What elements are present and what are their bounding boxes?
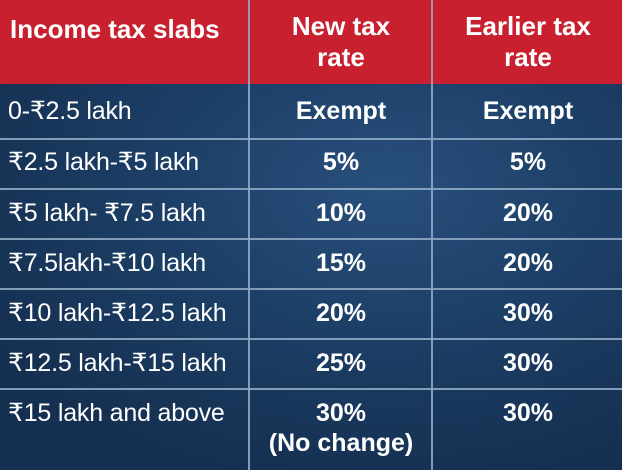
- header-col3-line2: rate: [504, 42, 552, 72]
- header-income-tax-slabs: Income tax slabs: [10, 0, 246, 84]
- no-change-note: (No change): [268, 429, 414, 457]
- slab-cell: 0-₹2.5 lakh: [8, 97, 132, 125]
- earlier-rate-cell: 30%: [502, 299, 554, 327]
- earlier-rate-cell: 20%: [502, 199, 554, 227]
- new-rate-cell: 30% (No change): [251, 398, 431, 458]
- row-divider-3: [0, 238, 622, 240]
- header-col1-label: Income tax slabs: [10, 14, 220, 44]
- new-rate-cell: 5%: [322, 148, 360, 176]
- row-divider-4: [0, 288, 622, 290]
- row-divider-1: [0, 138, 622, 140]
- header-new-tax-rate: New tax rate: [251, 0, 431, 84]
- earlier-rate-cell: 5%: [509, 148, 547, 176]
- row-divider-5: [0, 338, 622, 340]
- header-col3-line1: Earlier tax: [465, 11, 591, 41]
- slab-cell: ₹2.5 lakh-₹5 lakh: [8, 148, 200, 176]
- new-rate-cell: 10%: [315, 199, 367, 227]
- earlier-rate-cell: 20%: [502, 249, 554, 277]
- slab-cell: ₹10 lakh-₹12.5 lakh: [8, 299, 227, 327]
- column-divider-2: [431, 0, 433, 470]
- earlier-rate-cell: 30%: [502, 399, 554, 427]
- header-col2-line1: New tax: [291, 11, 391, 41]
- slab-cell: ₹15 lakh and above: [8, 399, 225, 427]
- new-rate-cell: 25%: [315, 349, 367, 377]
- slab-cell: ₹12.5 lakh-₹15 lakh: [8, 349, 227, 377]
- column-divider-1: [248, 0, 250, 470]
- new-rate-value: 30%: [315, 399, 367, 427]
- new-rate-cell: 20%: [315, 299, 367, 327]
- header-earlier-tax-rate: Earlier tax rate: [434, 0, 622, 84]
- new-rate-cell: Exempt: [295, 97, 387, 125]
- row-divider-6: [0, 388, 622, 390]
- header-col2-line2: rate: [317, 42, 365, 72]
- row-divider-2: [0, 188, 622, 190]
- slab-cell: ₹5 lakh- ₹7.5 lakh: [8, 199, 206, 227]
- earlier-rate-cell: 30%: [502, 349, 554, 377]
- slab-cell: ₹7.5lakh-₹10 lakh: [8, 249, 206, 277]
- earlier-rate-cell: Exempt: [482, 97, 574, 125]
- table-header: Income tax slabs New tax rate Earlier ta…: [0, 0, 622, 84]
- new-rate-cell: 15%: [315, 249, 367, 277]
